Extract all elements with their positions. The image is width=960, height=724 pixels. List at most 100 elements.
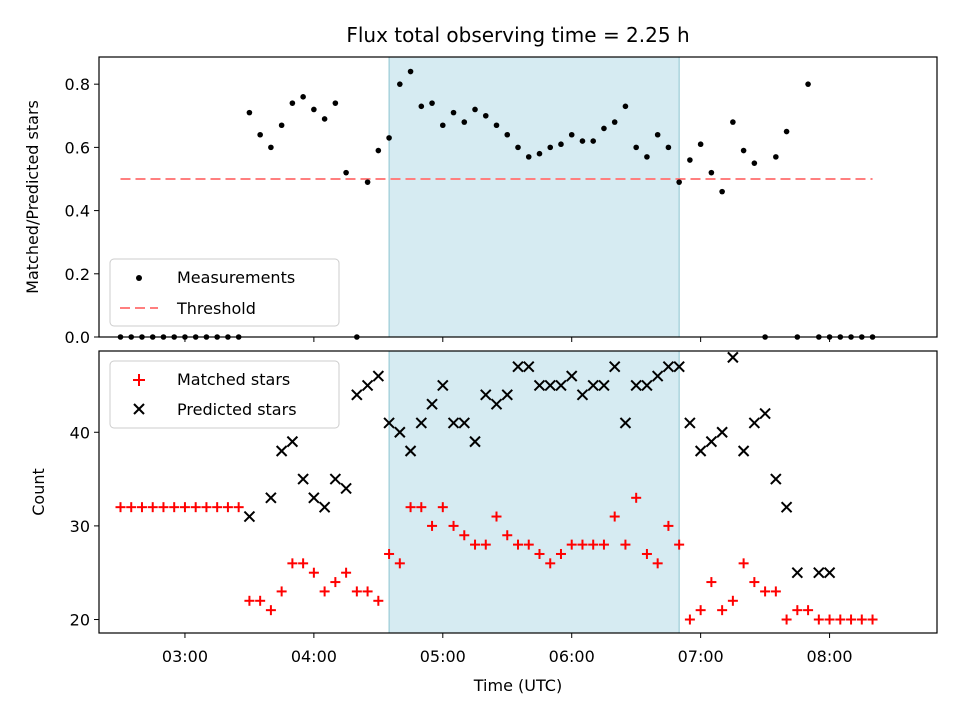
- bottom-x-tick-label: 04:00: [291, 647, 337, 666]
- matched-star-point: [663, 520, 674, 531]
- measurement-point: [633, 144, 639, 151]
- matched-star-point: [405, 502, 416, 513]
- predicted-star-point: [533, 379, 546, 392]
- matched-star-point: [598, 539, 609, 550]
- predicted-star-point: [458, 417, 470, 429]
- measurement-point: [311, 106, 317, 113]
- measurement-point: [321, 116, 328, 122]
- top-y-tick-label: 0.0: [65, 328, 90, 347]
- measurement-point: [397, 81, 403, 87]
- bottom-axes-frame: [98, 350, 938, 634]
- bottom-x-ticks: 03:00 04:00 05:00 06:00 07:00 08:00: [162, 633, 853, 666]
- matched-star-point: [727, 595, 738, 606]
- top-shaded-region: [388, 56, 680, 338]
- predicted-star-point: [297, 473, 309, 485]
- predicted-star-point: [243, 510, 256, 523]
- matched-star-point: [394, 558, 405, 569]
- measurement-point: [719, 188, 725, 195]
- matched-star-point: [620, 539, 631, 550]
- predicted-star-point: [265, 492, 277, 504]
- predicted-star-point: [490, 398, 503, 410]
- bottom-x-tick-label: 05:00: [420, 647, 466, 666]
- predicted-star-point: [598, 379, 610, 392]
- predicted-star-point: [576, 389, 589, 401]
- matched-star-point: [706, 577, 717, 588]
- predicted-star-point: [608, 361, 621, 373]
- predicted-star-point: [759, 407, 771, 420]
- matched-star-point: [179, 502, 190, 513]
- matched-star-point: [255, 595, 266, 606]
- bottom-y-tick-label: 40: [70, 423, 90, 442]
- predicted-star-point: [512, 361, 524, 373]
- predicted-star-point: [673, 361, 685, 373]
- matched-star-point: [287, 558, 298, 569]
- measurement-point: [525, 154, 532, 160]
- top-axes-frame: [98, 56, 938, 338]
- measurement-point: [418, 103, 425, 110]
- legend-matched-marker: [133, 374, 145, 386]
- predicted-star-point: [727, 351, 739, 364]
- measurement-point: [493, 122, 500, 129]
- bottom-panel: 20 30 40 03:00 04:00 05:00 06:00 07:00 08:00 Co…: [29, 350, 938, 695]
- measurement-point: [472, 106, 478, 113]
- predicted-star-point: [480, 389, 492, 401]
- measurement-point: [740, 147, 747, 154]
- matched-star-point: [491, 511, 502, 522]
- measurement-point: [611, 119, 618, 125]
- top-y-tick-label: 0.6: [65, 138, 90, 157]
- measurement-point: [568, 131, 575, 138]
- matched-star-point: [330, 577, 341, 588]
- bottom-legend-box: [109, 360, 340, 429]
- top-panel: 0.00.20.40.60.8 Matched/Predicted stars …: [23, 56, 938, 347]
- measurement-point: [773, 154, 779, 160]
- predicted-star-point: [641, 379, 653, 392]
- measurement-point: [257, 131, 263, 138]
- matched-star-point: [147, 502, 158, 513]
- matched-star-point: [749, 577, 760, 588]
- matched-star-point: [513, 539, 523, 550]
- matched-star-point: [115, 502, 126, 513]
- measurement-point: [364, 179, 371, 185]
- predicted-star-point: [748, 417, 761, 429]
- matched-star-point: [136, 502, 147, 513]
- measurement-point: [515, 144, 521, 151]
- bottom-y-tick-label: 20: [70, 611, 90, 630]
- matched-star-point: [717, 605, 728, 616]
- measurement-point: [246, 109, 253, 116]
- matched-star-point: [652, 558, 663, 569]
- measurement-point: [558, 141, 564, 148]
- matched-star-point: [427, 520, 438, 531]
- predicted-star-point: [275, 445, 288, 457]
- matched-star-point: [555, 548, 566, 559]
- measurement-point: [289, 100, 296, 106]
- bottom-x-tick-label: 03:00: [162, 647, 208, 666]
- measurement-point: [547, 144, 554, 151]
- measurement-point: [708, 169, 715, 176]
- predicted-star-point: [318, 501, 331, 513]
- matched-star-point: [351, 586, 362, 597]
- predicted-star-point: [555, 379, 567, 392]
- predicted-star-point: [630, 379, 642, 392]
- predicted-star-point: [651, 370, 664, 382]
- matched-star-point: [276, 586, 287, 597]
- matched-star-point: [856, 614, 867, 625]
- measurement-point: [450, 109, 457, 116]
- predicted-star-point: [308, 492, 320, 504]
- top-legend: Measurements Threshold: [109, 258, 340, 327]
- measurement-point: [805, 81, 811, 87]
- measurement-point: [536, 150, 543, 157]
- measurement-point: [687, 157, 693, 163]
- predicted-star-point: [501, 389, 513, 401]
- measurement-point: [439, 122, 446, 129]
- matched-star-point: [384, 548, 395, 559]
- predicted-star-point: [780, 501, 793, 513]
- predicted-star-point: [415, 417, 428, 429]
- predicted-star-point: [361, 379, 374, 392]
- legend-matched-label: Matched stars: [177, 370, 290, 389]
- legend-predicted-marker: [133, 403, 145, 415]
- predicted-star-point: [823, 566, 836, 579]
- matched-star-point: [459, 530, 470, 541]
- matched-star-point: [298, 558, 309, 569]
- bottom-x-tick-label: 06:00: [549, 647, 595, 666]
